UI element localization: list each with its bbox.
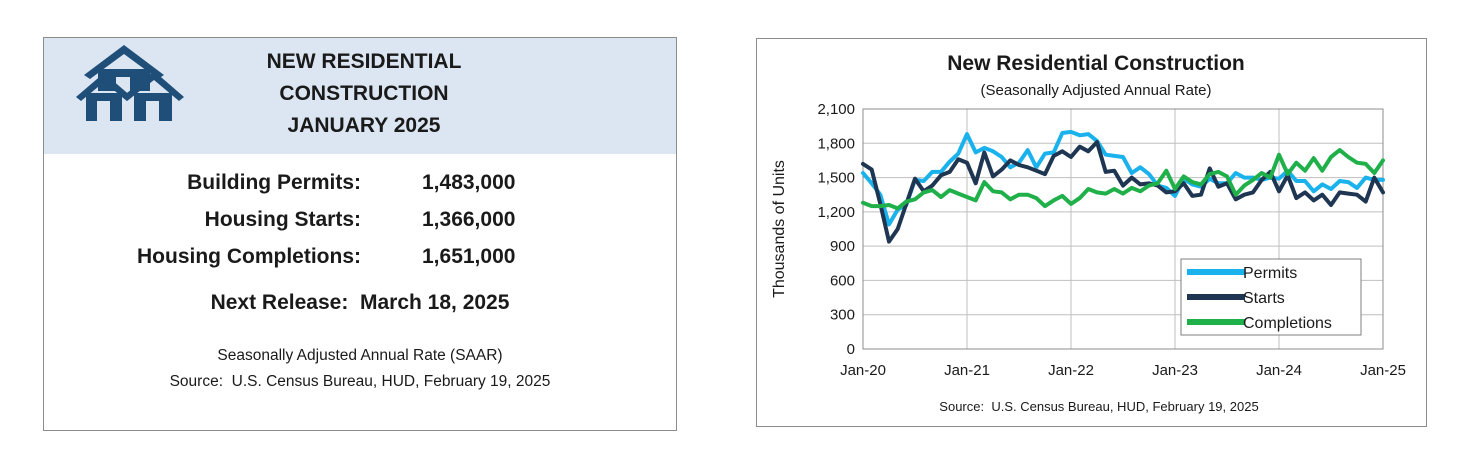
x-tick-label: Jan-22 (1048, 362, 1094, 379)
series-line-permits (861, 129, 1385, 227)
source-note: Source: U.S. Census Bureau, HUD, Februar… (169, 373, 551, 390)
next-release: Next Release: March 18, 2025 (210, 291, 510, 314)
line-chart: New Residential Construction (Seasonally… (771, 52, 1406, 414)
x-tick-label: Jan-24 (1256, 362, 1302, 379)
x-tick-label: Jan-21 (944, 362, 990, 379)
y-tick-label: 300 (830, 307, 855, 324)
plot-area (862, 108, 1384, 350)
title-line: JANUARY 2025 (287, 114, 441, 137)
series-line-completions (861, 148, 1385, 211)
chart-title: New Residential Construction (947, 52, 1245, 75)
y-tick-label: 1,500 (817, 170, 855, 187)
chart-source: Source: U.S. Census Bureau, HUD, Februar… (939, 399, 1258, 414)
x-tick-label: Jan-23 (1152, 362, 1198, 379)
completions-label: Housing Completions: (137, 245, 361, 268)
x-tick-label: Jan-20 (840, 362, 886, 379)
y-axis-label: Thousands of Units (771, 160, 788, 298)
legend-label-permits: Permits (1243, 265, 1297, 282)
starts-label: Housing Starts: (204, 208, 361, 231)
y-tick-label: 1,800 (817, 135, 855, 152)
legend-label-completions: Completions (1243, 315, 1332, 332)
summary-header: NEW RESIDENTIAL CONSTRUCTION JANUARY 202… (44, 38, 676, 154)
y-tick-label: 900 (830, 238, 855, 255)
y-tick-label: 1,200 (817, 204, 855, 221)
x-tick-label: Jan-25 (1360, 362, 1406, 379)
chart-subtitle: (Seasonally Adjusted Annual Rate) (981, 82, 1212, 99)
chart-container: New Residential Construction (Seasonally… (756, 38, 1427, 427)
title-line: NEW RESIDENTIAL (266, 50, 462, 73)
y-tick-label: 0 (847, 341, 855, 358)
saar-note: Seasonally Adjusted Annual Rate (SAAR) (217, 347, 503, 364)
title-line: CONSTRUCTION (279, 82, 449, 105)
summary-title: NEW RESIDENTIAL CONSTRUCTION JANUARY 202… (194, 46, 534, 142)
y-tick-label: 2,100 (817, 101, 855, 118)
summary-card: NEW RESIDENTIAL CONSTRUCTION JANUARY 202… (43, 37, 677, 431)
legend-label-starts: Starts (1243, 290, 1285, 307)
houses-icon (76, 45, 184, 121)
y-tick-label: 600 (830, 272, 855, 289)
series-line-starts (861, 140, 1385, 244)
starts-value: 1,366,000 (422, 208, 516, 231)
permits-label: Building Permits: (187, 171, 361, 194)
permits-value: 1,483,000 (422, 171, 516, 194)
completions-value: 1,651,000 (422, 245, 516, 268)
